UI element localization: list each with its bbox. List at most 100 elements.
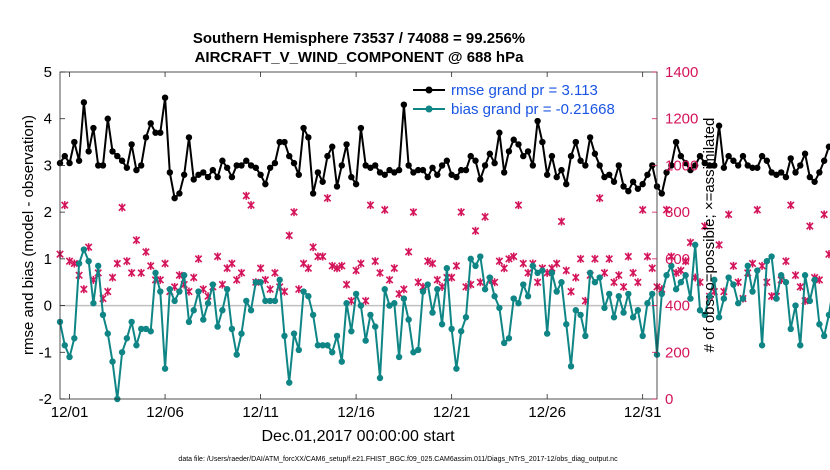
obs-marker (452, 261, 461, 270)
bias-point (405, 316, 412, 323)
obs-marker (796, 282, 805, 291)
bias-point (534, 269, 541, 277)
bias-point (357, 302, 365, 309)
bias-point (749, 288, 756, 295)
obs-marker (457, 208, 465, 217)
bias-point (128, 318, 135, 326)
bias-point (639, 332, 646, 340)
bias-point (61, 342, 68, 349)
rmse-point (777, 169, 785, 176)
rmse-point (443, 157, 451, 164)
y2-tick-label: 1000 (665, 157, 698, 174)
rmse-point (734, 162, 742, 169)
y-tick-label: 5 (44, 64, 52, 81)
rmse-point (276, 138, 283, 146)
rmse-point (477, 176, 484, 183)
rmse-point (71, 138, 78, 146)
obs-marker (118, 203, 126, 212)
obs-marker (323, 194, 332, 203)
rmse-point (448, 171, 455, 178)
rmse-point (820, 157, 828, 164)
y2-axis-label: # of obs: o=possible; ×=assimilated (701, 118, 718, 353)
bias-point (333, 332, 341, 340)
rmse-point (520, 152, 527, 160)
bias-point (209, 281, 217, 288)
obs-marker (175, 271, 184, 280)
bias-point (90, 300, 97, 307)
rmse-point (472, 157, 479, 164)
bias-point (372, 323, 379, 330)
rmse-point (438, 162, 446, 169)
x-tick-label: 12/21 (433, 404, 471, 421)
rmse-point (782, 173, 790, 181)
bias-point (548, 269, 556, 277)
bias-point (715, 314, 723, 321)
rmse-point (381, 171, 388, 178)
bias-point (66, 353, 73, 361)
y-tick-label: 3 (44, 157, 52, 174)
obs-marker (285, 231, 294, 240)
rmse-point (615, 162, 622, 169)
obs-marker (505, 254, 513, 263)
obs-marker (146, 261, 155, 270)
rmse-point (696, 152, 704, 160)
bias-point (362, 337, 369, 344)
rmse-point (701, 159, 708, 167)
obs-marker (729, 261, 738, 270)
bias-point (820, 332, 828, 340)
rmse-point (367, 164, 374, 171)
obs-marker (404, 247, 413, 256)
obs-marker (137, 268, 145, 277)
bias-point (692, 241, 699, 249)
rmse-point (343, 141, 350, 148)
rmse-point (682, 159, 689, 167)
rmse-point (677, 152, 685, 160)
bias-point (438, 321, 446, 328)
y2-tick-label: 800 (665, 204, 690, 221)
bias-point (367, 311, 374, 319)
legend-bias-marker (425, 105, 433, 113)
bias-point (434, 286, 441, 293)
obs-marker (519, 259, 528, 268)
bias-point (725, 274, 732, 281)
bias-point (625, 290, 632, 298)
obs-marker (423, 257, 432, 266)
rmse-point (601, 173, 608, 181)
rmse-point (142, 134, 150, 141)
bias-point (443, 265, 451, 272)
bias-point (758, 342, 766, 349)
bias-point (720, 295, 728, 302)
obs-marker (127, 268, 136, 277)
rmse-point (228, 173, 236, 181)
obs-marker (825, 250, 830, 259)
rmse-point (663, 169, 670, 176)
bias-point (481, 286, 489, 293)
obs-marker (786, 201, 795, 210)
obs-marker (495, 257, 504, 266)
bias-point (137, 325, 145, 333)
bias-point (754, 267, 761, 274)
bias-point (319, 342, 326, 349)
bias-point (214, 323, 221, 330)
rmse-point (137, 162, 145, 169)
rmse-point (711, 162, 718, 169)
rmse-point (305, 134, 312, 141)
rmse-point (300, 124, 307, 132)
obs-marker (638, 205, 647, 214)
obs-marker (266, 285, 274, 294)
footnote: data file: /Users/raeder/DAI/ATM_forcXX/… (178, 456, 618, 463)
bias-point (219, 307, 226, 314)
rmse-point (539, 138, 546, 146)
obs-marker (142, 247, 150, 256)
obs-marker (333, 264, 341, 273)
rmse-point (620, 183, 627, 190)
bias-point (730, 281, 737, 288)
obs-marker (615, 271, 623, 280)
rmse-point (510, 136, 517, 143)
rmse-point (319, 178, 326, 185)
obs-marker (806, 222, 814, 231)
obs-marker (342, 280, 351, 289)
bias-point (348, 328, 355, 335)
legend-bias-label: bias grand pr = -0.21668 (451, 101, 615, 118)
obs-marker (228, 259, 236, 268)
